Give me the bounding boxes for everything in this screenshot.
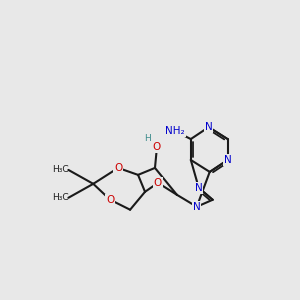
Text: O: O	[154, 178, 162, 188]
Text: N: N	[224, 155, 232, 165]
Text: H: H	[144, 134, 150, 142]
Text: O: O	[106, 195, 114, 205]
Text: N: N	[195, 183, 202, 193]
Text: H₃C: H₃C	[52, 165, 68, 174]
Text: N: N	[193, 202, 201, 212]
Text: N: N	[205, 122, 213, 132]
Text: O: O	[114, 163, 122, 173]
Text: H₃C: H₃C	[52, 193, 68, 202]
Text: NH₂: NH₂	[165, 126, 185, 136]
Text: O: O	[153, 142, 161, 152]
